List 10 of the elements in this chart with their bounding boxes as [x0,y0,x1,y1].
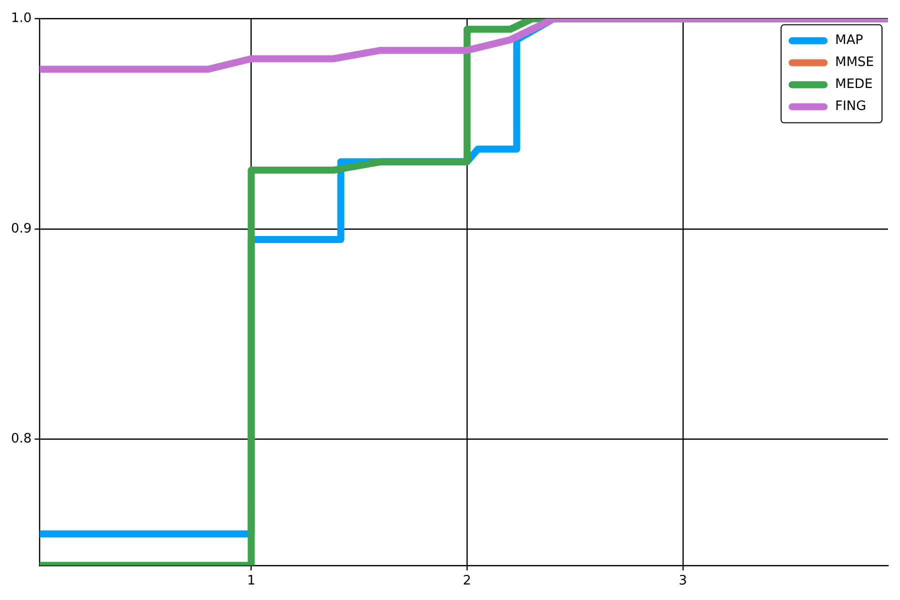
y-tick-label: 1.0 [10,11,32,26]
legend-label: MEDE [835,77,873,92]
y-tick-label: 0.8 [10,432,32,447]
legend-label: FING [835,99,866,114]
legend-label: MAP [835,33,864,48]
x-tick-label: 2 [462,574,472,589]
legend-label: MMSE [835,55,874,70]
x-tick-label: 3 [678,574,688,589]
x-tick-label: 1 [247,574,256,589]
y-tick-label: 0.9 [10,221,32,236]
